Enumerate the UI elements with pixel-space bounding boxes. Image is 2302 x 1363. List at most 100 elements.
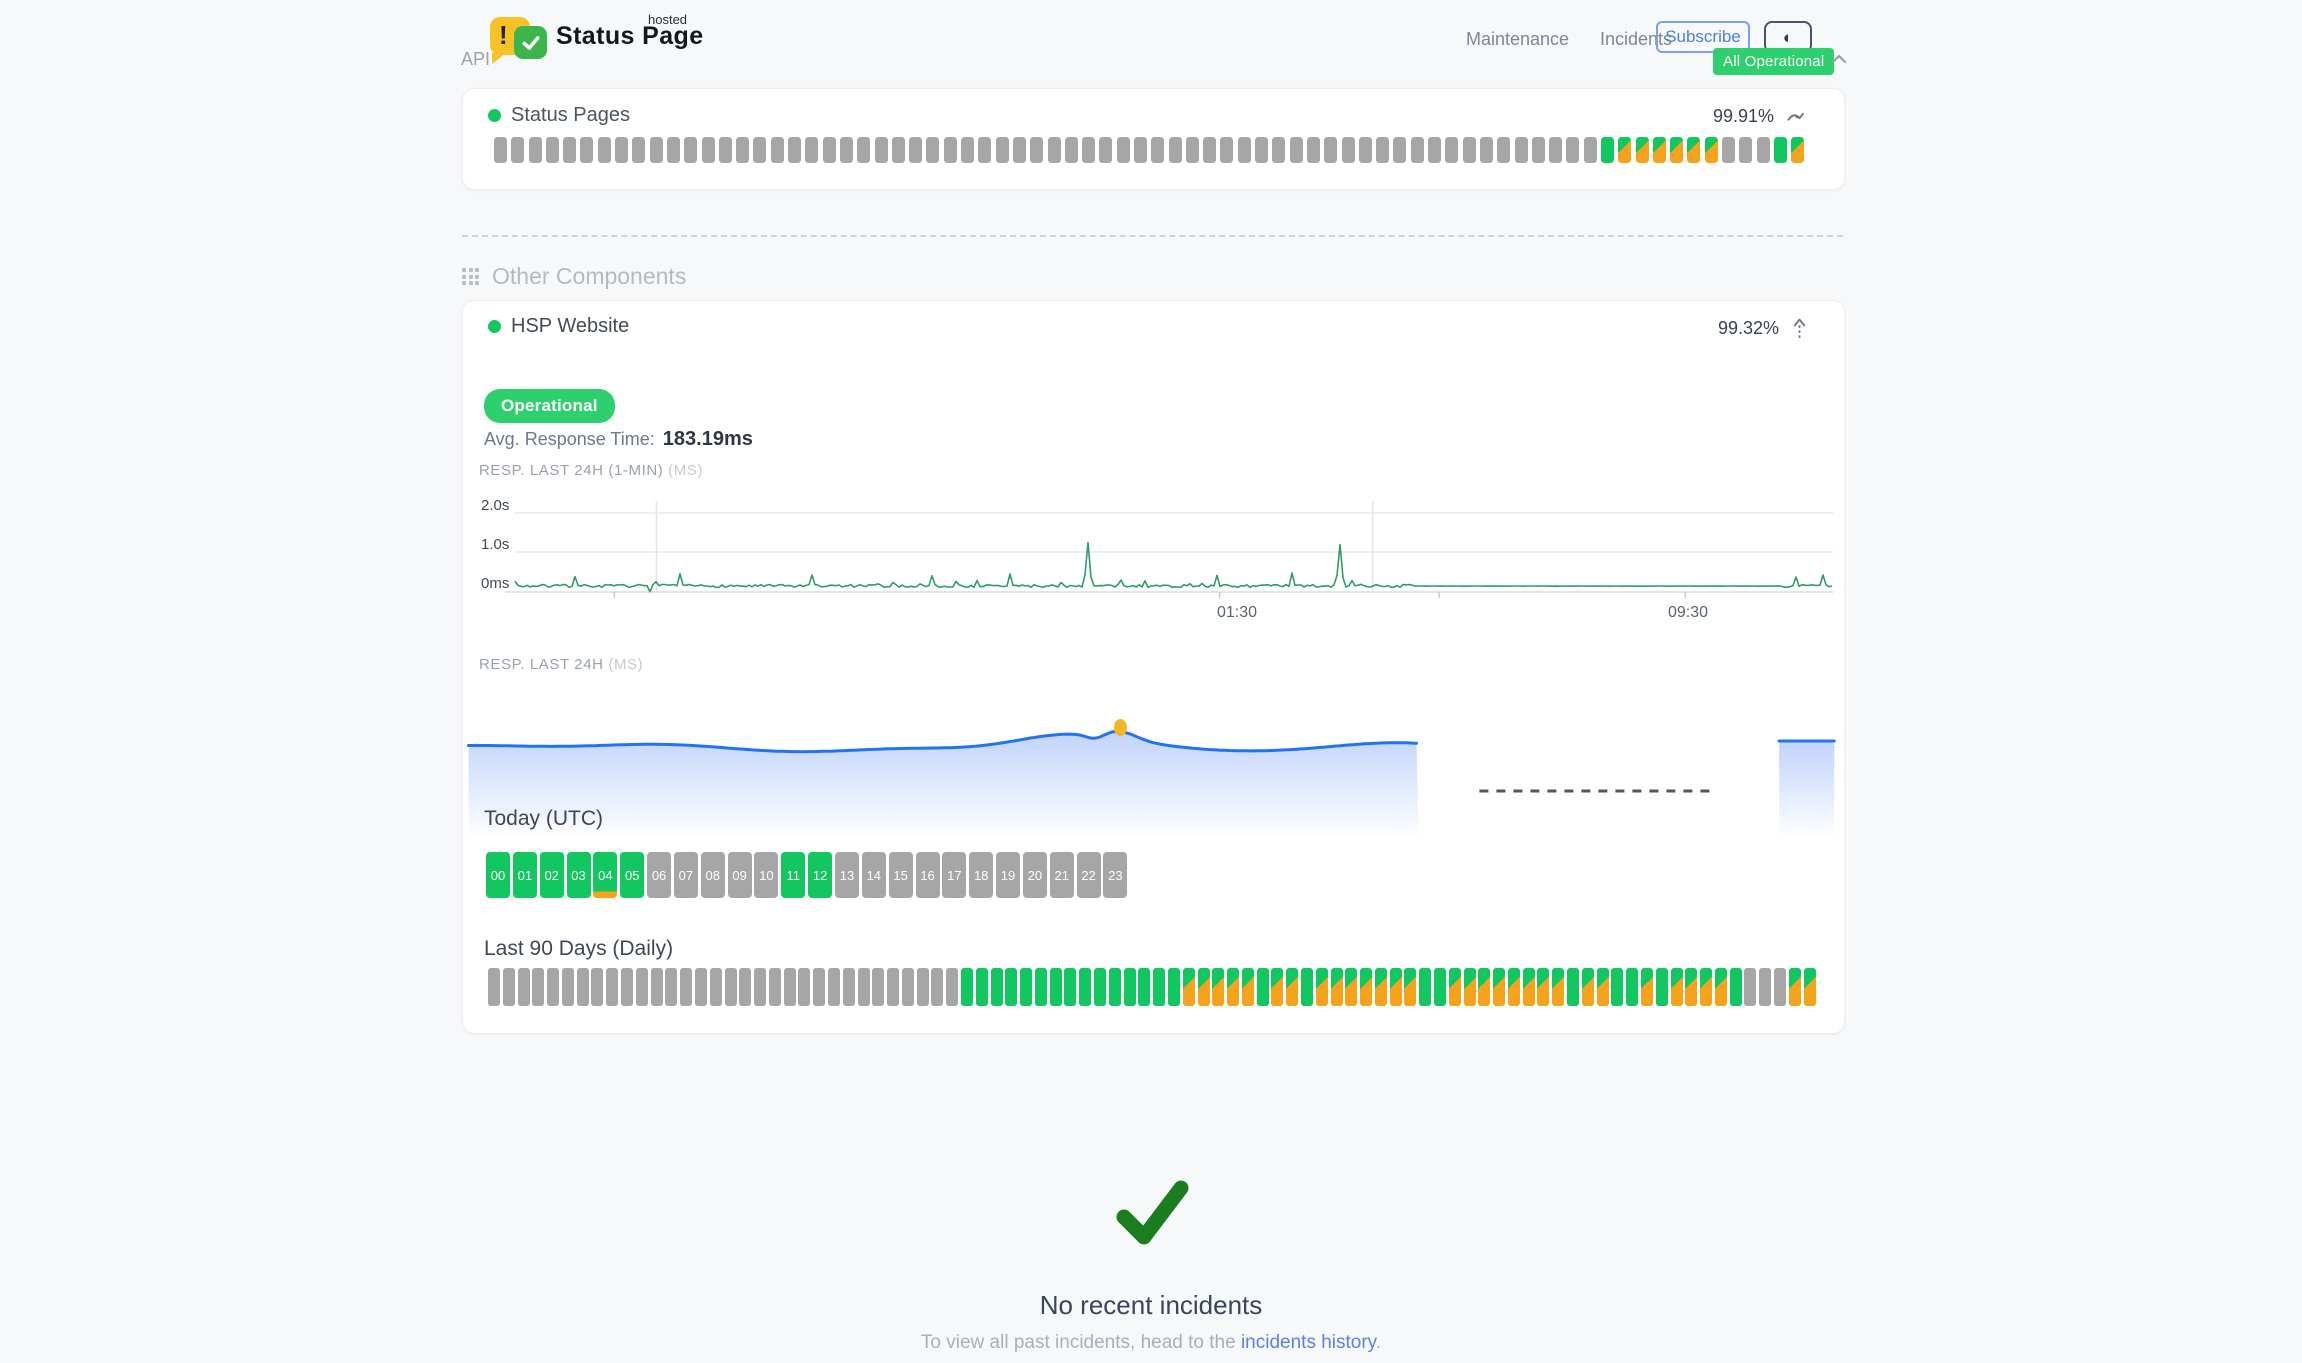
uptime-bar[interactable] [1514, 137, 1528, 163]
day-bar[interactable] [1788, 968, 1801, 1006]
day-bar[interactable] [946, 968, 959, 1006]
day-bar[interactable] [1197, 968, 1210, 1006]
day-bar[interactable] [754, 968, 767, 1006]
hour-cell-01[interactable]: 01 [512, 852, 537, 898]
uptime-bar[interactable] [701, 137, 715, 163]
day-bar[interactable] [502, 968, 515, 1006]
day-bar[interactable] [1419, 968, 1432, 1006]
day-bar[interactable] [1374, 968, 1387, 1006]
day-bar[interactable] [1567, 968, 1580, 1006]
uptime-bar[interactable] [943, 137, 957, 163]
uptime-bar[interactable] [839, 137, 853, 163]
day-bar[interactable] [1803, 968, 1816, 1006]
hour-cell-04[interactable]: 04 [593, 852, 618, 898]
day-bar[interactable] [1271, 968, 1284, 1006]
day-bar[interactable] [1123, 968, 1136, 1006]
uptime-bar[interactable] [1635, 137, 1649, 163]
uptime-bar[interactable] [1618, 137, 1632, 163]
uptime-bar[interactable] [632, 137, 646, 163]
uptime-bar[interactable] [736, 137, 750, 163]
day-bar[interactable] [532, 968, 545, 1006]
day-bar[interactable] [694, 968, 707, 1006]
hour-cell-21[interactable]: 21 [1049, 852, 1074, 898]
day-bar[interactable] [1463, 968, 1476, 1006]
day-bar[interactable] [931, 968, 944, 1006]
hour-cell-03[interactable]: 03 [566, 852, 591, 898]
day-bar[interactable] [1522, 968, 1535, 1006]
uptime-bar[interactable] [1756, 137, 1770, 163]
uptime-bar[interactable] [528, 137, 542, 163]
day-bar[interactable] [1493, 968, 1506, 1006]
uptime-bar[interactable] [978, 137, 992, 163]
uptime-bar[interactable] [788, 137, 802, 163]
day-bar[interactable] [1389, 968, 1402, 1006]
day-bar[interactable] [827, 968, 840, 1006]
uptime-bar[interactable] [666, 137, 680, 163]
day-bar[interactable] [872, 968, 885, 1006]
uptime-bar[interactable] [1324, 137, 1338, 163]
uptime-bar[interactable] [1601, 137, 1614, 163]
day-bar[interactable] [517, 968, 530, 1006]
uptime-bar[interactable] [1479, 137, 1493, 163]
day-bar[interactable] [842, 968, 855, 1006]
uptime-bar[interactable] [1410, 137, 1424, 163]
uptime-bar[interactable] [1393, 137, 1407, 163]
day-bar[interactable] [1700, 968, 1713, 1006]
uptime-bar[interactable] [580, 137, 594, 163]
brand-name[interactable]: Status Page [556, 22, 704, 50]
uptime-bar[interactable] [1012, 137, 1026, 163]
nav-maintenance[interactable]: Maintenance [1466, 29, 1570, 49]
day-bar[interactable] [1360, 968, 1373, 1006]
day-bar[interactable] [1094, 968, 1107, 1006]
collapse-arrow-icon[interactable] [1791, 317, 1808, 340]
day-bar[interactable] [561, 968, 574, 1006]
hour-cell-20[interactable]: 20 [1022, 852, 1047, 898]
uptime-bar[interactable] [649, 137, 663, 163]
hour-cell-15[interactable]: 15 [888, 852, 913, 898]
incidents-history-link[interactable]: incidents history [1240, 1332, 1376, 1353]
day-bar[interactable] [709, 968, 722, 1006]
uptime-bar[interactable] [1255, 137, 1269, 163]
day-bar[interactable] [990, 968, 1003, 1006]
day-bar[interactable] [1286, 968, 1299, 1006]
day-bar[interactable] [606, 968, 619, 1006]
uptime-bar[interactable] [494, 137, 507, 163]
hour-cell-12[interactable]: 12 [808, 852, 833, 898]
uptime-bar[interactable] [805, 137, 819, 163]
uptime-bar[interactable] [1739, 137, 1753, 163]
uptime-bar[interactable] [1428, 137, 1442, 163]
day-bar[interactable] [1626, 968, 1639, 1006]
day-bar[interactable] [1611, 968, 1624, 1006]
hour-cell-13[interactable]: 13 [834, 852, 859, 898]
day-bar[interactable] [961, 968, 973, 1006]
uptime-bar[interactable] [1341, 137, 1355, 163]
day-bar[interactable] [1596, 968, 1609, 1006]
day-bar[interactable] [1034, 968, 1047, 1006]
hour-cell-11[interactable]: 11 [781, 852, 806, 898]
day-bar[interactable] [1448, 968, 1461, 1006]
hour-cell-00[interactable]: 00 [486, 852, 510, 898]
hour-cell-09[interactable]: 09 [727, 852, 752, 898]
hour-cell-17[interactable]: 17 [942, 852, 967, 898]
day-bar[interactable] [1655, 968, 1668, 1006]
uptime-bar[interactable] [1566, 137, 1580, 163]
uptime-bar[interactable] [1358, 137, 1372, 163]
uptime-bar[interactable] [1306, 137, 1320, 163]
uptime-bar[interactable] [545, 137, 559, 163]
uptime-bar[interactable] [1237, 137, 1251, 163]
day-bar[interactable] [887, 968, 900, 1006]
day-bar[interactable] [1759, 968, 1772, 1006]
day-bar[interactable] [1507, 968, 1520, 1006]
day-bar[interactable] [1552, 968, 1565, 1006]
hour-cell-14[interactable]: 14 [861, 852, 886, 898]
day-bar[interactable] [621, 968, 634, 1006]
uptime-bar[interactable] [857, 137, 871, 163]
uptime-bar[interactable] [1168, 137, 1182, 163]
day-bar[interactable] [591, 968, 604, 1006]
uptime-bar[interactable] [1497, 137, 1511, 163]
day-bar[interactable] [1079, 968, 1092, 1006]
day-bar[interactable] [768, 968, 781, 1006]
nav-incidents[interactable]: Incidents [1600, 29, 1673, 49]
hour-cell-02[interactable]: 02 [539, 852, 564, 898]
uptime-bar[interactable] [753, 137, 767, 163]
